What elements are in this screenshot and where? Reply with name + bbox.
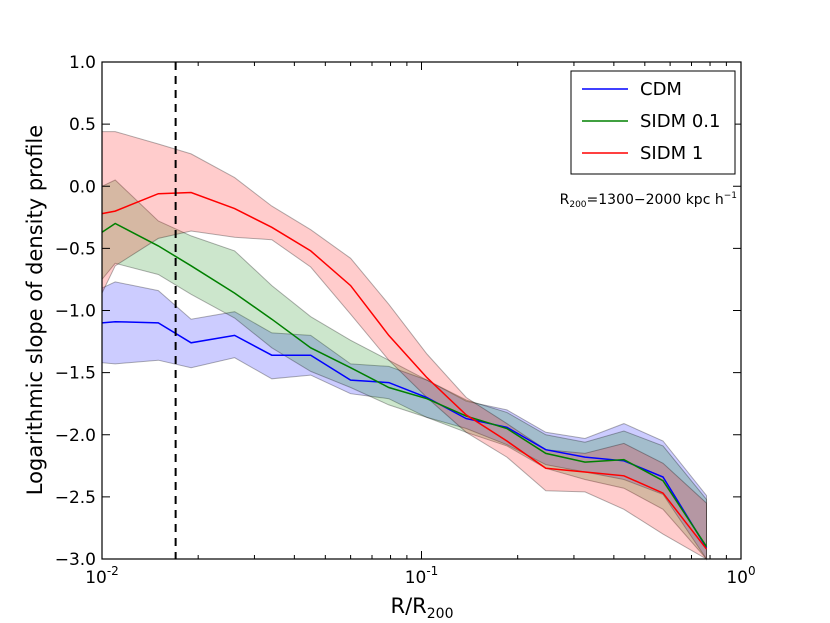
y-tick-label: −2.5 [55,488,96,508]
x-axis-label: R/R200 [391,594,454,622]
y-tick-label: −1.0 [55,302,96,322]
line-sidm-1 [101,191,708,550]
r200-annotation: R200=1300−2000 kpc h−1 [560,191,737,210]
y-tick-label: −1.5 [55,364,96,384]
legend-label-cdm: CDM [640,79,682,100]
y-tick-label: −3.0 [55,550,96,570]
r200-annotation-sup: −1 [724,191,737,201]
x-tick-label: 10-1 [405,564,439,588]
y-tick-label: −2.0 [55,426,96,446]
x-tick-label: 10-2 [85,564,119,588]
x-axis-label-main: R/R [391,594,427,618]
r200-annotation-main: R [560,192,570,208]
axis-ticks: 1.0 0.5 0.0 −0.5 −1.0 −1.5 −2.0 −2.5 −3.010-2 10-… [55,53,756,588]
legend: CDM SIDM 0.1 SIDM 1 [570,70,736,175]
legend-label-sidm-1: SIDM 1 [640,143,703,164]
y-tick-label: −0.5 [55,239,96,259]
legend-label-sidm-0-1: SIDM 0.1 [640,111,720,132]
x-axis-label-subscript: 200 [427,606,454,622]
y-axis-label: Logarithmic slope of density profile [23,125,47,495]
band-cdm [101,281,707,561]
series-lines [101,191,708,550]
x-tick-label: 100 [726,564,755,588]
y-tick-label: 0.5 [69,115,96,135]
line-sidm-0-1 [101,222,708,548]
r200-annotation-sub: 200 [569,200,586,210]
y-tick-label: 1.0 [69,53,96,73]
line-cdm [101,320,708,549]
legend-box [570,70,736,175]
y-tick-label: 0.0 [69,177,96,197]
r200-annotation-rest: =1300−2000 kpc h [587,192,724,208]
